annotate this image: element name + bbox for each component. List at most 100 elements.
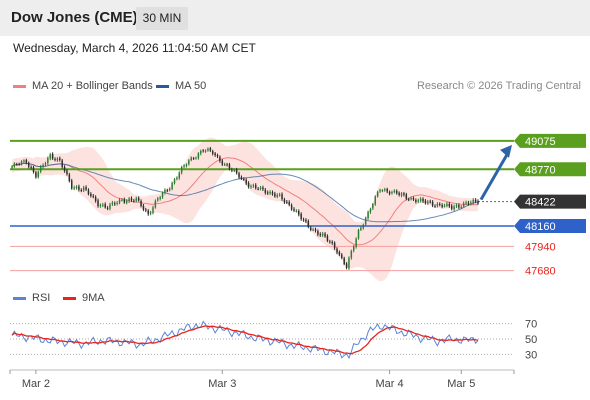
candle xyxy=(441,203,443,209)
candle xyxy=(247,181,250,189)
candle-body xyxy=(23,160,25,162)
candle xyxy=(123,197,126,204)
candle-body xyxy=(360,227,362,230)
candle xyxy=(446,202,448,208)
candle-body xyxy=(87,190,90,195)
candle-body xyxy=(266,192,269,194)
candle-body xyxy=(458,205,460,208)
candle xyxy=(477,199,479,205)
candle-body xyxy=(202,150,204,152)
candle-body xyxy=(121,199,123,201)
candle-body xyxy=(329,241,331,243)
candle xyxy=(321,231,324,238)
candle xyxy=(97,198,99,208)
candle xyxy=(231,167,233,173)
interval-selector[interactable]: 30 MIN xyxy=(136,7,188,30)
candle-body xyxy=(207,148,209,151)
candle-body xyxy=(269,191,271,194)
candle xyxy=(49,152,51,161)
candle-body xyxy=(104,204,106,208)
candle xyxy=(154,199,157,209)
candle xyxy=(240,175,243,181)
candle xyxy=(412,196,415,201)
candle-body xyxy=(288,202,290,205)
ma50-line xyxy=(11,162,479,223)
candle-body xyxy=(314,229,317,231)
candle-body xyxy=(262,187,264,190)
candle-body xyxy=(274,193,276,197)
candle xyxy=(142,204,145,212)
candle xyxy=(448,202,451,208)
candle-body xyxy=(164,189,166,193)
candle xyxy=(214,151,216,157)
candle-body xyxy=(56,158,59,161)
candle-body xyxy=(321,233,324,236)
candle xyxy=(145,207,147,213)
candle-body xyxy=(166,190,169,192)
candle xyxy=(458,203,460,209)
candle-body xyxy=(295,210,298,212)
candle-body xyxy=(137,197,140,201)
candle-body xyxy=(305,219,307,222)
candle-body xyxy=(128,198,130,202)
candle-body xyxy=(384,189,386,191)
candle xyxy=(386,187,388,194)
candle xyxy=(302,217,305,222)
candle-body xyxy=(436,203,439,206)
candle xyxy=(288,200,290,207)
candle xyxy=(298,209,300,217)
candle-body xyxy=(233,169,235,171)
time-axis-layer: Mar 2 Mar 3 Mar 4 Mar 5 xyxy=(9,369,515,390)
candle-body xyxy=(474,199,477,202)
candle xyxy=(90,192,92,198)
candle-body xyxy=(348,257,350,269)
candle-body xyxy=(407,199,410,201)
candle xyxy=(11,165,13,170)
candle xyxy=(443,203,446,208)
candle-body xyxy=(333,242,336,249)
candle-body xyxy=(393,190,396,193)
candle-body xyxy=(307,221,310,228)
candle xyxy=(395,189,398,195)
candle xyxy=(180,165,183,175)
price-label-layer: 49075 48770 48422 48160 47940 47680 xyxy=(514,133,586,278)
candle xyxy=(350,249,353,260)
candle-body xyxy=(293,208,295,211)
candle xyxy=(243,177,245,181)
candle xyxy=(147,209,149,216)
candle-body xyxy=(417,200,420,202)
forecast-arrow-head xyxy=(500,144,512,158)
candle-body xyxy=(376,191,379,197)
candle-body xyxy=(221,160,224,165)
candle-body xyxy=(286,201,288,203)
candle-body xyxy=(388,191,391,194)
candle xyxy=(183,164,185,169)
candle-body xyxy=(209,148,212,151)
candle xyxy=(307,219,310,229)
candle xyxy=(276,193,279,199)
candle xyxy=(398,191,400,197)
candle xyxy=(85,185,87,192)
candle-body xyxy=(147,210,149,214)
candle xyxy=(269,190,271,196)
candle xyxy=(109,202,111,211)
candle xyxy=(343,256,345,266)
candle xyxy=(54,157,56,162)
candle-body xyxy=(245,179,247,184)
candle-body xyxy=(372,204,374,209)
candle-body xyxy=(178,172,181,179)
candle xyxy=(207,147,209,152)
candle-body xyxy=(250,186,252,188)
candle-body xyxy=(78,186,80,190)
candle-body xyxy=(173,179,176,184)
candle xyxy=(73,185,75,191)
candle-body xyxy=(140,201,142,207)
candle-body xyxy=(106,207,109,209)
candle xyxy=(424,199,427,205)
header-bar xyxy=(0,0,590,36)
candle xyxy=(25,158,28,165)
candle xyxy=(51,152,54,160)
candle-body xyxy=(462,203,465,207)
candle xyxy=(362,223,365,230)
